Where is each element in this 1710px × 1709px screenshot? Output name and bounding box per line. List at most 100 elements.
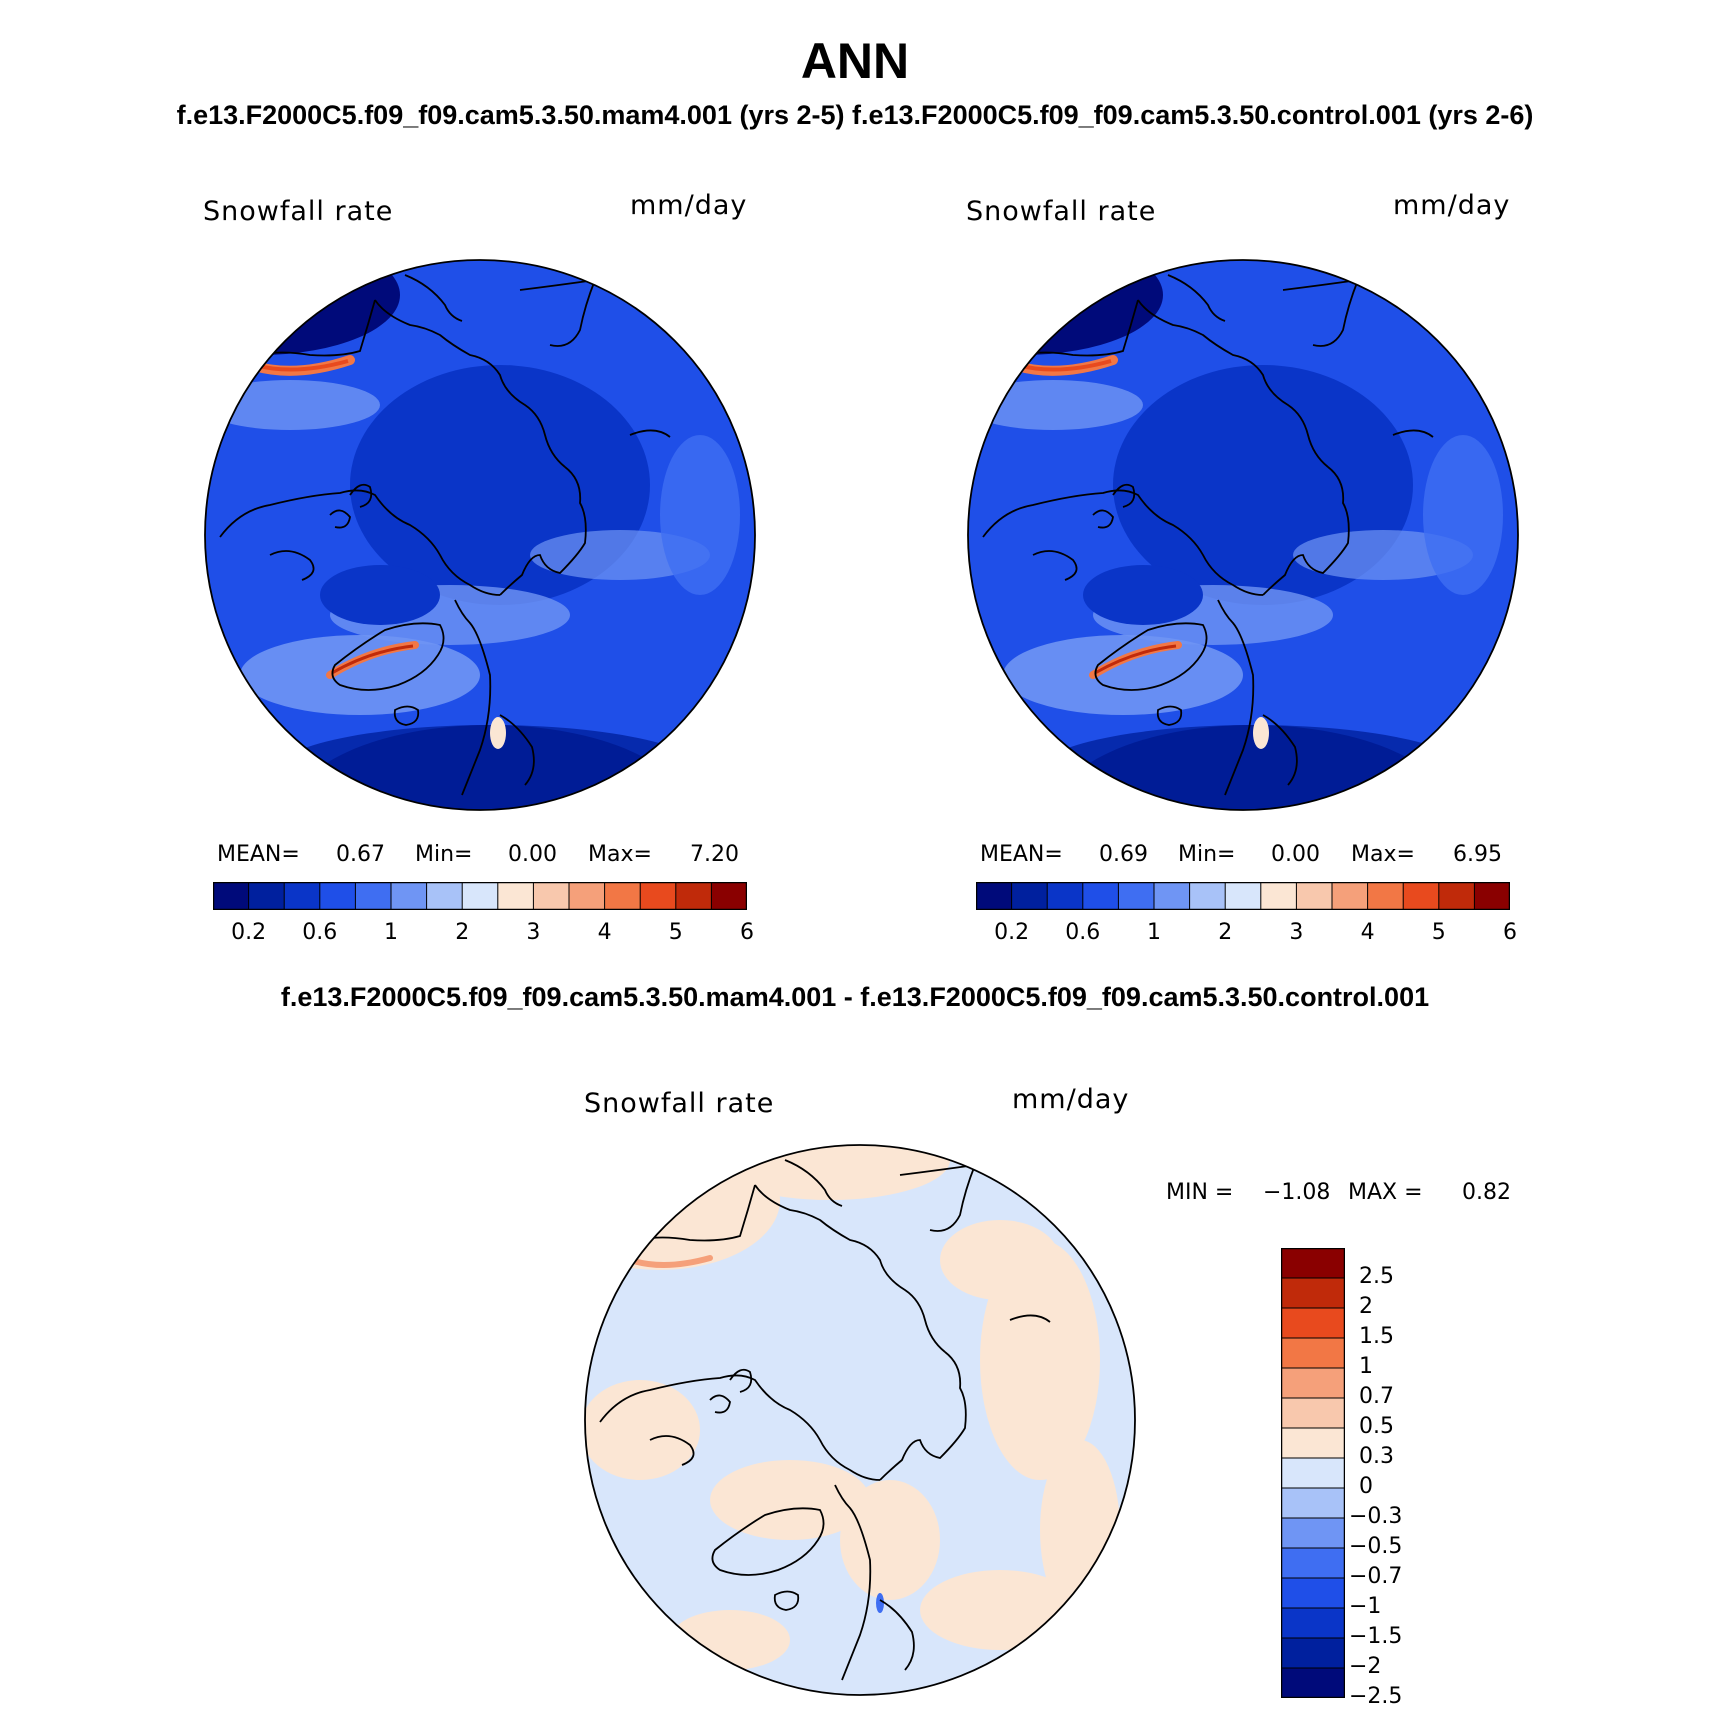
panel2-colorbar-box — [1367, 882, 1405, 910]
difference-polar-map — [584, 1144, 1136, 1696]
panel1-colorbar-tick-label: 1 — [384, 920, 398, 945]
difference-colorbar-box — [1281, 1487, 1345, 1519]
difference-colorbar-box — [1281, 1607, 1345, 1639]
panel1-colorbar-tick-label: 0.2 — [231, 920, 267, 945]
difference-colorbar-tick-label: 0.7 — [1359, 1384, 1394, 1409]
panel2-colorbar-box — [1046, 882, 1084, 910]
difference-colorbar-tick-label: −2.5 — [1349, 1684, 1403, 1709]
difference-colorbar-tick-label: −2 — [1349, 1654, 1382, 1679]
panel1-max-label: Max= — [588, 842, 652, 867]
panel1-colorbar-tick-label: 4 — [597, 920, 612, 945]
difference-colorbar-box — [1281, 1277, 1345, 1309]
difference-colorbar-box — [1281, 1248, 1345, 1279]
difference-colorbar-box — [1281, 1577, 1345, 1609]
panel1-colorbar-tick-label: 5 — [668, 920, 683, 945]
panel2-colorbar-box — [1224, 882, 1262, 910]
panel2-colorbar-box — [1331, 882, 1369, 910]
difference-colorbar-box — [1281, 1547, 1345, 1579]
panel2-colorbar-tick-label: 0.2 — [994, 920, 1030, 945]
difference-colorbar — [1281, 1248, 1345, 1698]
panel1-colorbar — [213, 882, 747, 910]
panel1-colorbar-tick-label: 3 — [526, 920, 541, 945]
panel2-min-value: 0.00 — [1271, 842, 1320, 867]
panel2-field — [968, 260, 1518, 810]
panel2-colorbar-box — [1438, 882, 1476, 910]
panel1-colorbar-box — [248, 882, 286, 910]
difference-colorbar-tick-label: 0 — [1359, 1474, 1373, 1499]
panel2-colorbar — [976, 882, 1510, 910]
panel2-colorbar-box — [1260, 882, 1298, 910]
panel2-colorbar-box — [1117, 882, 1155, 910]
panel1-field — [205, 260, 755, 810]
panel2-mean-value: 0.69 — [1099, 842, 1148, 867]
panel1-variable-label: Snowfall rate — [203, 196, 394, 227]
panel1-polar-map — [204, 259, 756, 811]
difference-colorbar-box — [1281, 1397, 1345, 1429]
panel1-colorbar-box — [710, 882, 747, 910]
panel1-colorbar-box — [568, 882, 606, 910]
panel1-colorbar-tick-label: 6 — [740, 920, 754, 945]
difference-min-label: MIN = — [1166, 1180, 1234, 1205]
panel1-max-value: 7.20 — [690, 842, 739, 867]
difference-colorbar-box — [1281, 1457, 1345, 1489]
panel1-colorbar-box — [283, 882, 321, 910]
panel1-colorbar-box — [497, 882, 535, 910]
difference-colorbar-tick-label: 1 — [1359, 1354, 1373, 1379]
difference-colorbar-box — [1281, 1517, 1345, 1549]
panel2-colorbar-box — [976, 882, 1013, 910]
panel2-colorbar-tick-label: 6 — [1503, 920, 1517, 945]
panel2-min-label: Min= — [1178, 842, 1236, 867]
panel1-mean-label: MEAN= — [217, 842, 300, 867]
panel1-colorbar-tick-label: 0.6 — [302, 920, 338, 945]
panel1-colorbar-box — [461, 882, 499, 910]
difference-colorbar-tick-label: −0.7 — [1349, 1564, 1403, 1589]
panel2-colorbar-box — [1473, 882, 1510, 910]
panel2-colorbar-box — [1153, 882, 1191, 910]
panel1-colorbar-box — [426, 882, 464, 910]
panel2-colorbar-tick-label: 4 — [1360, 920, 1375, 945]
panel2-colorbar-box — [1295, 882, 1333, 910]
difference-colorbar-box — [1281, 1427, 1345, 1459]
difference-title: f.e13.F2000C5.f09_f09.cam5.3.50.mam4.001… — [280, 982, 1430, 1012]
difference-colorbar-tick-label: 2 — [1359, 1294, 1373, 1319]
panel2-colorbar-tick-label: 3 — [1289, 920, 1304, 945]
difference-units-label: mm/day — [1012, 1084, 1130, 1115]
panel1-min-value: 0.00 — [508, 842, 557, 867]
difference-colorbar-tick-label: 1.5 — [1359, 1324, 1394, 1349]
subtitle: f.e13.F2000C5.f09_f09.cam5.3.50.mam4.001… — [176, 100, 1534, 130]
panel2-polar-map — [967, 259, 1519, 811]
difference-field — [585, 1145, 1135, 1695]
difference-colorbar-tick-label: 0.3 — [1359, 1444, 1394, 1469]
panel1-colorbar-box — [604, 882, 642, 910]
difference-colorbar-tick-label: −0.3 — [1349, 1504, 1403, 1529]
panel2-colorbar-tick-label: 5 — [1431, 920, 1446, 945]
difference-colorbar-box — [1281, 1337, 1345, 1369]
difference-max-label: MAX = — [1348, 1180, 1423, 1205]
panel1-colorbar-box — [319, 882, 357, 910]
panel2-colorbar-tick-label: 2 — [1218, 920, 1233, 945]
panel2-max-label: Max= — [1351, 842, 1415, 867]
panel2-colorbar-box — [1082, 882, 1120, 910]
difference-colorbar-box — [1281, 1667, 1345, 1698]
difference-colorbar-tick-label: −1 — [1349, 1594, 1382, 1619]
panel1-colorbar-box — [390, 882, 428, 910]
panel1-units-label: mm/day — [630, 190, 748, 221]
panel1-mean-value: 0.67 — [336, 842, 385, 867]
difference-colorbar-tick-label: −1.5 — [1349, 1624, 1403, 1649]
difference-colorbar-box — [1281, 1367, 1345, 1399]
panel1-colorbar-tick-label: 2 — [455, 920, 470, 945]
panel2-colorbar-box — [1011, 882, 1049, 910]
difference-colorbar-tick-label: 2.5 — [1359, 1264, 1394, 1289]
panel1-colorbar-box — [639, 882, 677, 910]
panel2-units-label: mm/day — [1393, 190, 1511, 221]
panel2-mean-label: MEAN= — [980, 842, 1063, 867]
panel2-variable-label: Snowfall rate — [966, 196, 1157, 227]
panel1-colorbar-box — [354, 882, 392, 910]
difference-colorbar-box — [1281, 1637, 1345, 1669]
panel2-max-value: 6.95 — [1453, 842, 1502, 867]
panel1-colorbar-box — [675, 882, 713, 910]
difference-variable-label: Snowfall rate — [584, 1088, 775, 1119]
panel2-colorbar-tick-label: 1 — [1147, 920, 1161, 945]
main-title: ANN — [800, 33, 910, 89]
panel2-colorbar-tick-label: 0.6 — [1065, 920, 1101, 945]
